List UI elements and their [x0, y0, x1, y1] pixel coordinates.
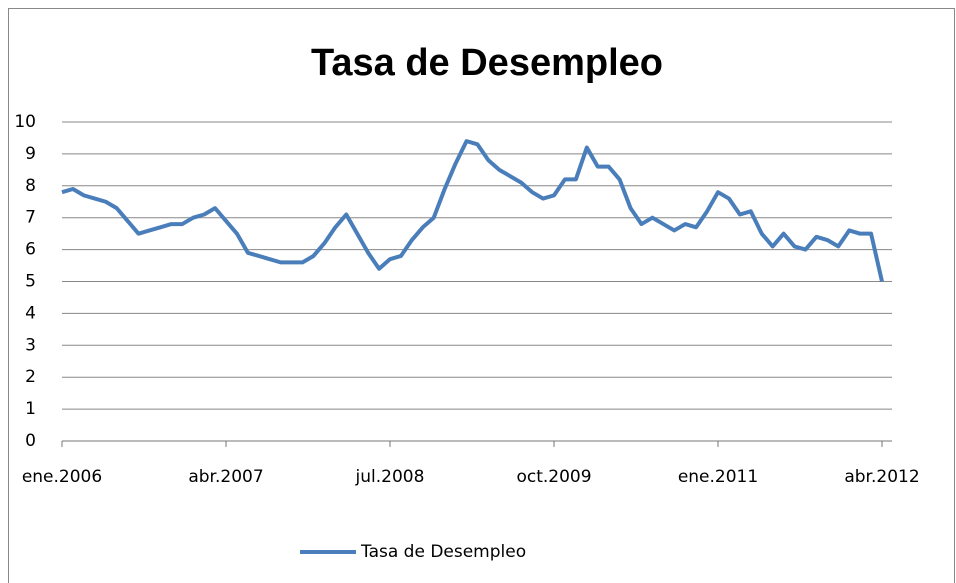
y-tick-label: 5 [25, 272, 36, 292]
y-tick-label: 2 [25, 367, 36, 387]
y-tick-label: 7 [25, 208, 36, 228]
y-tick-label: 1 [25, 399, 36, 419]
chart-title: Tasa de Desempleo [311, 42, 663, 84]
data-line [61, 139, 884, 282]
x-tick-label: abr.2007 [188, 467, 263, 487]
x-tick-label: ene.2006 [22, 467, 102, 487]
y-tick-label: 4 [25, 303, 36, 323]
x-tick-label: oct.2009 [516, 467, 591, 487]
x-tick-label: abr.2012 [844, 467, 919, 487]
y-tick-label: 0 [25, 431, 36, 451]
x-tick-label: jul.2008 [355, 467, 425, 487]
y-tick-label: 6 [25, 240, 36, 260]
y-tick-label: 10 [14, 112, 36, 132]
y-tick-label: 8 [25, 176, 36, 196]
y-tick-label: 9 [25, 144, 36, 164]
x-tick-label: ene.2011 [678, 467, 758, 487]
y-tick-label: 3 [25, 335, 36, 355]
legend-label: Tasa de Desempleo [360, 542, 526, 562]
chart-frame [8, 8, 955, 583]
